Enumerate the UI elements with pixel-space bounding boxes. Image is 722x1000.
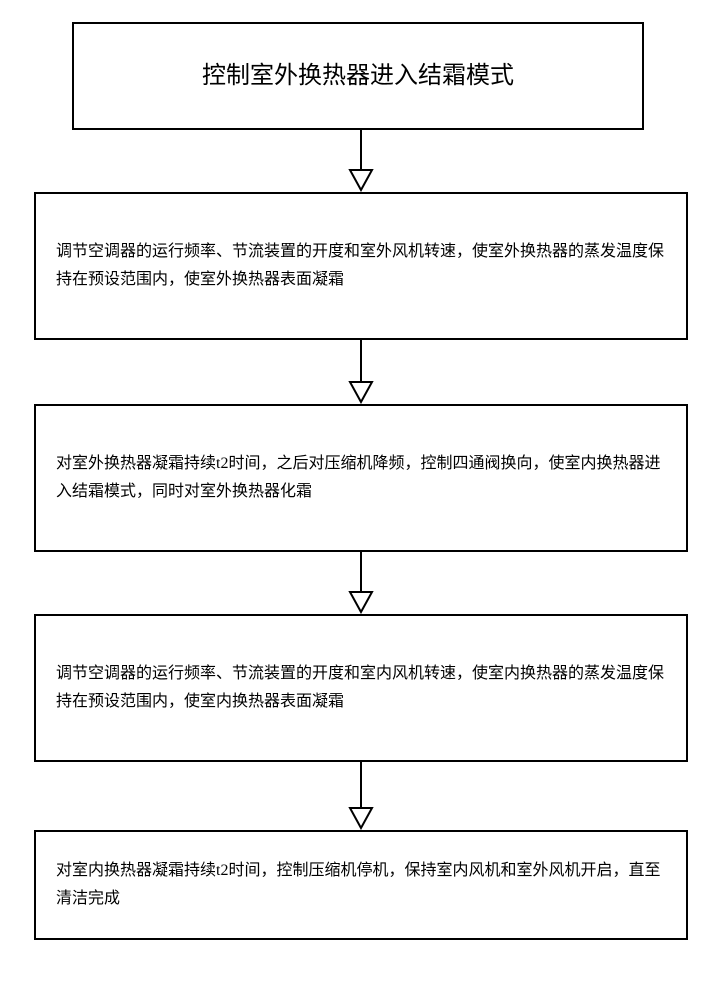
arrow-1-2 (0, 130, 722, 192)
flowchart-canvas: 控制室外换热器进入结霜模式 调节空调器的运行频率、节流装置的开度和室外风机转速，… (0, 0, 722, 1000)
flow-step-1-text: 控制室外换热器进入结霜模式 (94, 55, 622, 97)
arrow-3-4 (0, 552, 722, 614)
arrow-4-5 (0, 762, 722, 830)
arrow-2-3 (0, 340, 722, 404)
flow-step-3-text: 对室外换热器凝霜持续t2时间，之后对压缩机降频，控制四通阀换向，使室内换热器进入… (56, 450, 666, 506)
flow-step-4-text: 调节空调器的运行频率、节流装置的开度和室内风机转速，使室内换热器的蒸发温度保持在… (56, 660, 666, 716)
flow-step-4: 调节空调器的运行频率、节流装置的开度和室内风机转速，使室内换热器的蒸发温度保持在… (34, 614, 688, 762)
flow-step-2: 调节空调器的运行频率、节流装置的开度和室外风机转速，使室外换热器的蒸发温度保持在… (34, 192, 688, 340)
flow-step-1: 控制室外换热器进入结霜模式 (72, 22, 644, 130)
flow-step-2-text: 调节空调器的运行频率、节流装置的开度和室外风机转速，使室外换热器的蒸发温度保持在… (56, 238, 666, 294)
flow-step-5: 对室内换热器凝霜持续t2时间，控制压缩机停机，保持室内风机和室外风机开启，直至清… (34, 830, 688, 940)
flow-step-3: 对室外换热器凝霜持续t2时间，之后对压缩机降频，控制四通阀换向，使室内换热器进入… (34, 404, 688, 552)
flow-step-5-text: 对室内换热器凝霜持续t2时间，控制压缩机停机，保持室内风机和室外风机开启，直至清… (56, 857, 666, 913)
